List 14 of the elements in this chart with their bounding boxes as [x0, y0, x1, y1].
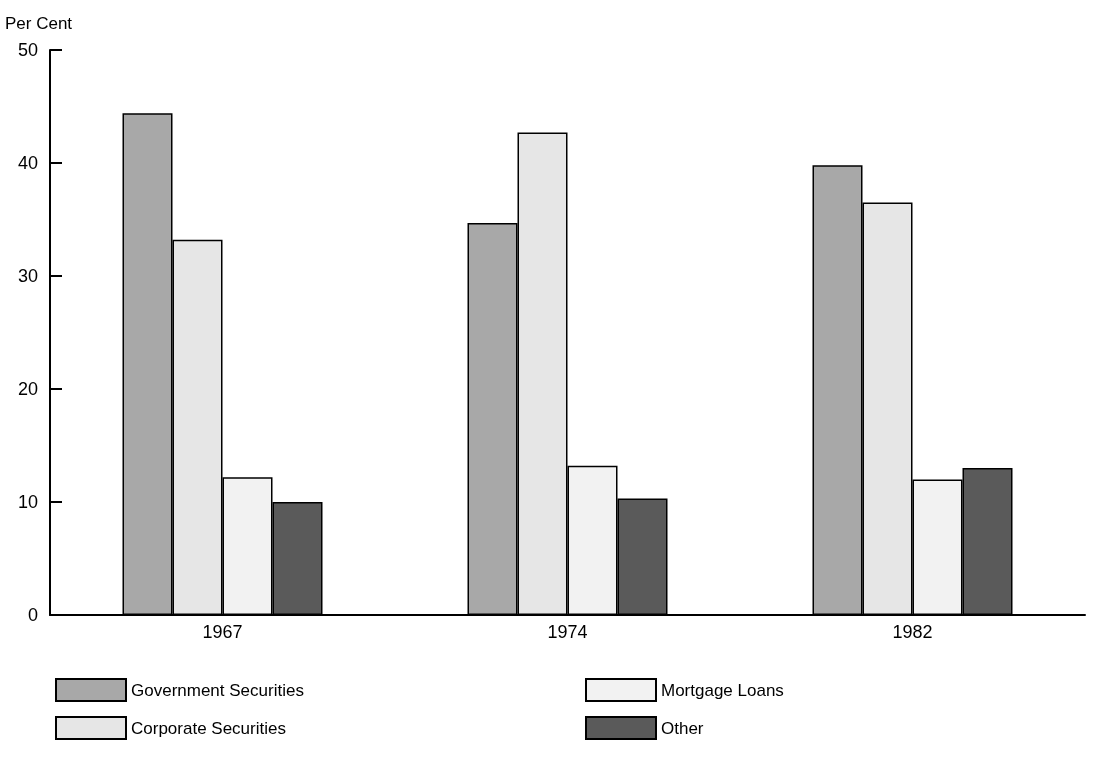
x-tick-label: 1967: [202, 622, 243, 642]
y-tick-label: 40: [17, 153, 38, 173]
legend-label: Mortgage Loans: [661, 680, 784, 700]
legend-label: Corporate Securities: [131, 718, 286, 738]
y-axis-title: Per Cent: [5, 14, 73, 33]
y-tick-label: 0: [27, 605, 38, 625]
y-tick-label: 10: [17, 492, 38, 512]
x-tick-label: 1974: [547, 622, 588, 642]
legend-label: Government Securities: [131, 680, 304, 700]
legend-label: Other: [661, 718, 704, 738]
y-tick-label: 30: [17, 266, 38, 286]
y-tick-label: 50: [17, 40, 38, 60]
x-tick-label: 1982: [892, 622, 933, 642]
y-tick-label: 20: [17, 379, 38, 399]
